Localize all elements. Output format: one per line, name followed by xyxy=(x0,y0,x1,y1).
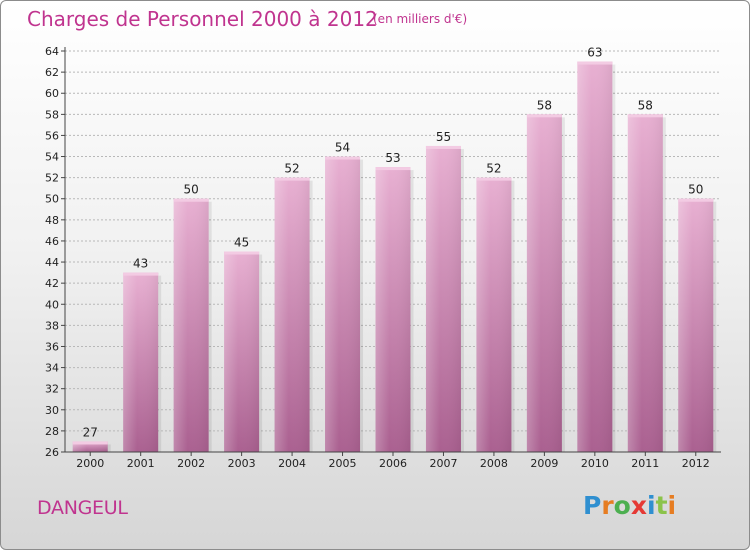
logo-letter: P xyxy=(583,491,602,520)
bar-top-edge xyxy=(224,251,260,255)
y-tick-label: 46 xyxy=(45,235,59,248)
data-label: 54 xyxy=(335,141,350,155)
y-tick-label: 50 xyxy=(45,193,59,206)
bar-highlight xyxy=(224,251,260,452)
y-tick-label: 58 xyxy=(45,108,59,121)
bar-top-edge xyxy=(173,198,209,202)
logo-letter: i xyxy=(647,491,656,520)
bar-highlight xyxy=(72,441,108,452)
data-label: 45 xyxy=(234,236,249,250)
bar-top-edge xyxy=(123,272,159,276)
bar-top-edge xyxy=(325,156,361,160)
y-tick-label: 62 xyxy=(45,66,59,79)
x-tick-label: 2008 xyxy=(480,457,508,470)
logo-letter: r xyxy=(601,491,614,520)
bar-highlight xyxy=(526,114,562,452)
commune-name: DANGEUL xyxy=(37,497,128,519)
bar-top-edge xyxy=(425,145,461,149)
bar-highlight xyxy=(678,198,714,452)
y-tick-label: 64 xyxy=(45,45,59,58)
y-tick-label: 32 xyxy=(45,383,59,396)
data-label: 58 xyxy=(638,98,653,112)
x-tick-label: 2006 xyxy=(379,457,407,470)
bar-top-edge xyxy=(526,114,562,118)
data-label: 63 xyxy=(587,46,602,60)
y-tick-label: 60 xyxy=(45,87,59,100)
logo-letter: o xyxy=(613,491,631,520)
y-tick-label: 40 xyxy=(45,298,59,311)
bar-highlight xyxy=(274,177,310,452)
y-tick-label: 48 xyxy=(45,214,59,227)
x-tick-label: 2001 xyxy=(127,457,155,470)
data-label: 43 xyxy=(133,257,148,271)
y-tick-label: 54 xyxy=(45,151,59,164)
y-tick-label: 26 xyxy=(45,446,59,459)
bar-top-edge xyxy=(72,441,108,445)
x-tick-label: 2005 xyxy=(329,457,357,470)
x-tick-label: 2000 xyxy=(76,457,104,470)
bar-highlight xyxy=(375,167,411,452)
chart-title: Charges de Personnel 2000 à 2012 xyxy=(27,7,378,31)
data-label: 52 xyxy=(284,162,299,176)
x-tick-label: 2012 xyxy=(682,457,710,470)
chart-subtitle: (en milliers d'€) xyxy=(373,12,468,26)
bar-highlight xyxy=(577,61,613,452)
bar-highlight xyxy=(476,177,512,452)
bar-highlight xyxy=(173,198,209,452)
bar-highlight xyxy=(627,114,663,452)
bar-highlight xyxy=(425,145,461,452)
proxiti-logo: Proxiti xyxy=(583,491,676,520)
y-tick-label: 34 xyxy=(45,362,59,375)
data-label: 58 xyxy=(537,98,552,112)
logo-letter: i xyxy=(667,491,677,520)
logo-letter: x xyxy=(630,491,647,520)
logo-letter: t xyxy=(655,491,668,520)
x-tick-label: 2004 xyxy=(278,457,306,470)
y-tick-label: 38 xyxy=(45,319,59,332)
bar-top-edge xyxy=(577,61,613,65)
data-label: 55 xyxy=(436,130,451,144)
bar-highlight xyxy=(325,156,361,453)
bar-top-edge xyxy=(274,177,310,181)
y-tick-label: 28 xyxy=(45,425,59,438)
data-label: 27 xyxy=(83,425,98,439)
y-tick-label: 56 xyxy=(45,129,59,142)
bar-top-edge xyxy=(627,114,663,118)
bar-highlight xyxy=(123,272,159,452)
y-tick-label: 36 xyxy=(45,340,59,353)
x-tick-label: 2011 xyxy=(631,457,659,470)
data-label: 50 xyxy=(688,183,703,197)
y-tick-label: 30 xyxy=(45,404,59,417)
data-label: 52 xyxy=(486,162,501,176)
x-tick-label: 2003 xyxy=(228,457,256,470)
bar-top-edge xyxy=(678,198,714,202)
y-tick-label: 44 xyxy=(45,256,59,269)
bar-top-edge xyxy=(476,177,512,181)
x-tick-label: 2009 xyxy=(530,457,558,470)
data-label: 50 xyxy=(184,183,199,197)
x-tick-label: 2010 xyxy=(581,457,609,470)
y-tick-label: 42 xyxy=(45,277,59,290)
data-label: 53 xyxy=(385,151,400,165)
x-tick-label: 2007 xyxy=(429,457,457,470)
bar-top-edge xyxy=(375,167,411,171)
x-tick-label: 2002 xyxy=(177,457,205,470)
y-tick-label: 52 xyxy=(45,172,59,185)
